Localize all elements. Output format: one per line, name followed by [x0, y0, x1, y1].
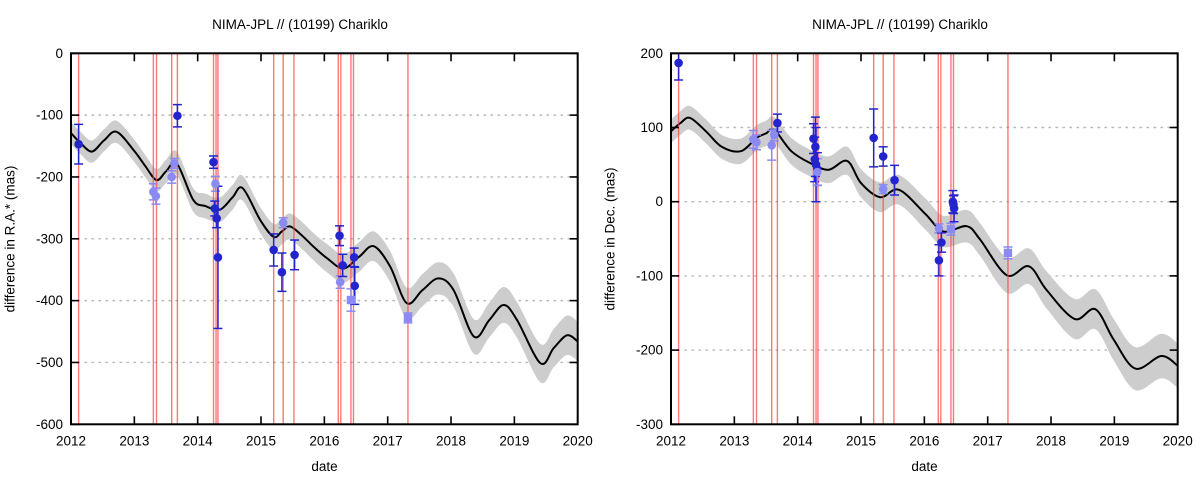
data-point [173, 111, 182, 121]
data-point [869, 133, 878, 143]
plot-frame [670, 52, 1179, 426]
x-tick-label: 2014 [783, 433, 814, 448]
data-point [878, 152, 888, 161]
data-point [809, 134, 818, 143]
axis-ticks [670, 52, 1179, 426]
x-tick-label: 2015 [246, 433, 276, 448]
uncertainty-band-group [71, 120, 578, 384]
data-point [350, 281, 360, 291]
ra-difference-chart: 2012 2013 2014 2015 2016 2017 2018 2019 2020 0 -10… [2, 17, 593, 474]
chart-title: NIMA-JPL // (10199) Chariklo [212, 17, 388, 32]
data-point [346, 295, 356, 305]
tick-labels: 2012 2013 2014 2015 2016 2017 2018 2019 2020 0 -10… [36, 46, 593, 448]
data-point [211, 179, 220, 189]
data-point [290, 250, 299, 260]
dec-chart-canvas: 2012 2013 2014 2015 2016 2017 2018 2019 2020 200 1… [636, 46, 1193, 448]
model-curve-group [71, 130, 578, 366]
x-tick-label: 2019 [499, 433, 529, 448]
axis-ticks [70, 52, 579, 426]
y-tick-label: -600 [36, 417, 63, 432]
x-tick-label: 2012 [656, 433, 686, 448]
y-tick-label: -400 [36, 293, 63, 308]
x-axis-label: date [911, 459, 938, 474]
y-axis-label: difference in R.A.* (mas) [2, 165, 18, 313]
y-tick-label: -500 [36, 355, 63, 370]
data-point [338, 261, 348, 270]
y-tick-label: -300 [36, 231, 63, 246]
model-curve [671, 116, 1178, 370]
model-curve-group [671, 116, 1178, 370]
x-tick-label: 2012 [56, 433, 86, 448]
data-point [934, 256, 944, 265]
x-tick-label: 2016 [309, 433, 339, 448]
data-point [752, 138, 761, 147]
x-tick-label: 2014 [183, 433, 214, 448]
data-point [212, 214, 221, 223]
data-point [169, 159, 179, 168]
x-tick-label: 2017 [373, 433, 403, 448]
data-points [674, 58, 1013, 265]
y-tick-label: -100 [636, 268, 663, 283]
x-tick-label: 2020 [563, 433, 593, 448]
data-point [209, 157, 218, 167]
occultation-lines [677, 53, 1009, 425]
dec-difference-chart: 2012 2013 2014 2015 2016 2017 2018 2019 2020 200 1… [600, 0, 1200, 480]
data-point [949, 204, 959, 213]
x-axis-label: date [311, 459, 338, 474]
data-point [1003, 248, 1013, 258]
data-point [813, 167, 822, 177]
y-tick-label: -200 [36, 169, 63, 184]
data-point [151, 191, 161, 201]
data-point [277, 267, 287, 277]
data-point [269, 245, 278, 255]
data-point [773, 118, 782, 128]
x-tick-label: 2013 [119, 433, 149, 448]
y-tick-label: -300 [636, 417, 663, 432]
data-point [278, 218, 288, 228]
data-point [767, 141, 777, 150]
data-points [74, 111, 413, 323]
data-point [811, 142, 820, 152]
data-point [167, 172, 177, 182]
data-point [937, 238, 946, 247]
chart-title: NIMA-JPL // (10199) Chariklo [812, 17, 988, 32]
x-tick-label: 2019 [1099, 433, 1129, 448]
y-tick-label: 200 [640, 46, 663, 61]
ra-chart-canvas: 2012 2013 2014 2015 2016 2017 2018 2019 2020 0 -10… [36, 46, 593, 448]
x-tick-label: 2013 [719, 433, 749, 448]
data-point [890, 175, 899, 185]
data-point [210, 204, 220, 213]
data-point [769, 130, 779, 140]
gridlines [70, 114, 579, 364]
data-point [335, 231, 344, 241]
x-tick-label: 2016 [909, 433, 939, 448]
x-tick-label: 2018 [1036, 433, 1066, 448]
model-curve [71, 130, 578, 366]
y-tick-label: 0 [55, 46, 63, 61]
uncertainty-band [71, 120, 578, 384]
x-tick-label: 2015 [846, 433, 876, 448]
y-tick-label: 0 [655, 194, 663, 209]
data-point [213, 253, 223, 262]
x-tick-label: 2017 [973, 433, 1003, 448]
data-point [335, 277, 345, 287]
y-tick-label: 100 [640, 120, 663, 135]
data-point [349, 253, 359, 262]
tick-labels: 2012 2013 2014 2015 2016 2017 2018 2019 2020 200 1… [636, 46, 1193, 448]
x-tick-label: 2020 [1163, 433, 1193, 448]
data-point [403, 313, 413, 323]
data-point [674, 58, 683, 68]
x-tick-label: 2018 [436, 433, 466, 448]
y-tick-label: -200 [636, 343, 663, 358]
data-point [74, 139, 83, 149]
data-point [878, 184, 888, 194]
data-point [946, 224, 956, 234]
data-point [934, 224, 944, 233]
y-axis-label: difference in Dec. (mas) [602, 167, 618, 311]
y-tick-label: -100 [36, 108, 63, 123]
